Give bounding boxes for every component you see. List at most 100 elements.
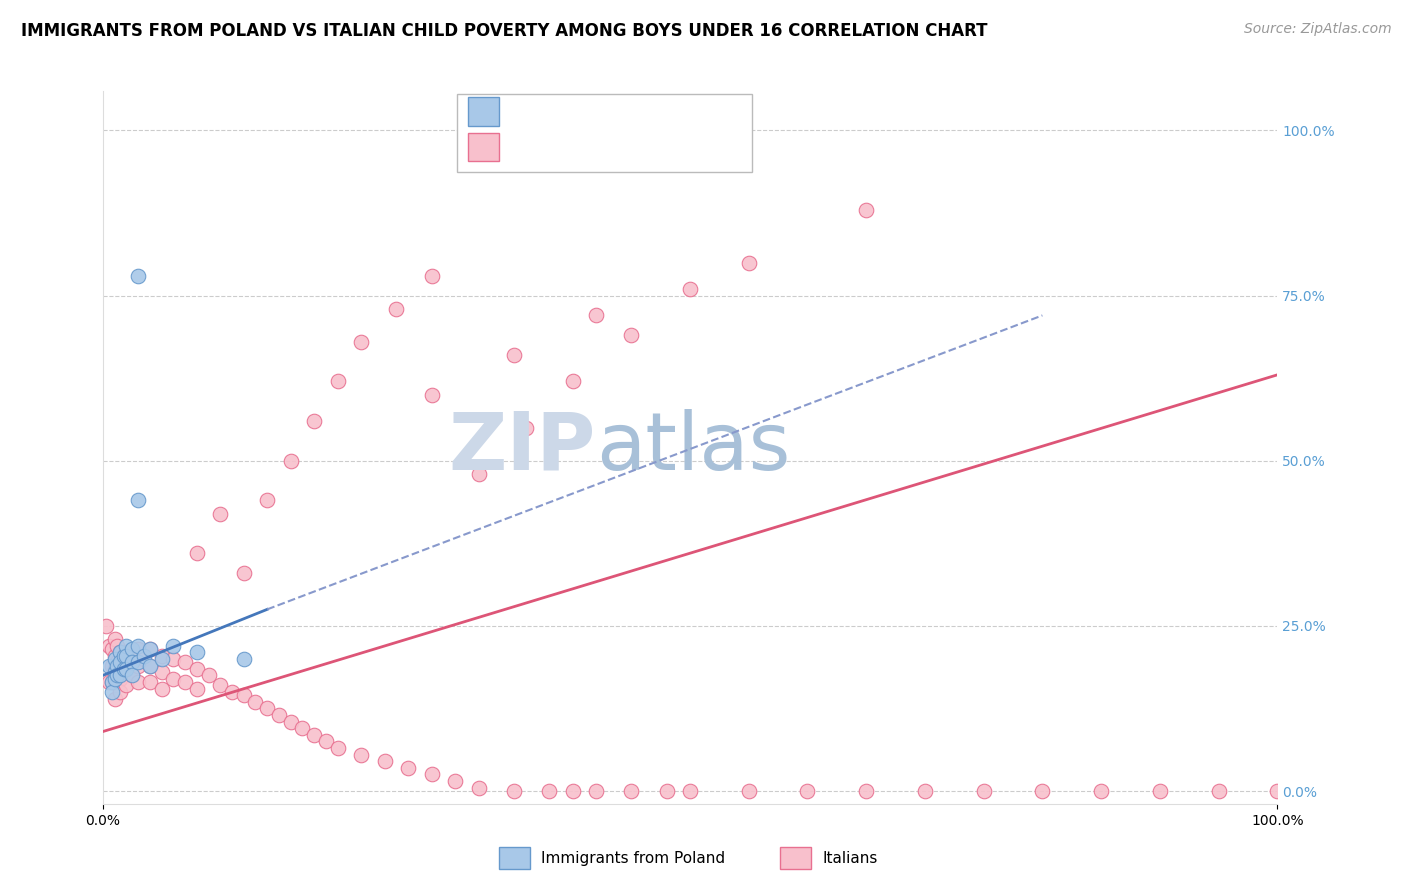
Point — [914, 784, 936, 798]
Point — [103, 675, 125, 690]
Point — [97, 639, 120, 653]
Point — [467, 467, 489, 481]
Point — [502, 784, 524, 798]
Point — [101, 675, 124, 690]
Point — [1090, 784, 1112, 798]
Text: N =: N = — [619, 140, 652, 154]
Point — [110, 672, 132, 686]
Point — [420, 387, 443, 401]
Point — [209, 678, 232, 692]
Point — [110, 645, 132, 659]
Point — [115, 645, 138, 659]
Point — [112, 665, 135, 679]
Text: Italians: Italians — [823, 851, 877, 865]
Text: R =: R = — [513, 140, 547, 154]
Point — [132, 648, 155, 663]
Point — [350, 334, 373, 349]
Point — [103, 652, 125, 666]
Text: N =: N = — [619, 104, 652, 119]
Point — [302, 414, 325, 428]
Point — [1265, 784, 1288, 798]
Point — [315, 734, 337, 748]
Point — [280, 454, 302, 468]
Point — [561, 375, 583, 389]
Point — [115, 678, 138, 692]
Point — [162, 672, 184, 686]
Point — [186, 662, 208, 676]
Point — [127, 655, 149, 669]
Point — [1208, 784, 1230, 798]
Point — [162, 652, 184, 666]
Point — [112, 648, 135, 663]
Point — [150, 665, 173, 679]
Point — [374, 754, 396, 768]
Point — [101, 658, 124, 673]
Point — [105, 658, 128, 673]
Point — [121, 642, 143, 657]
Point — [291, 721, 314, 735]
Point — [302, 728, 325, 742]
Text: 96: 96 — [658, 140, 679, 154]
Point — [326, 375, 349, 389]
Point — [115, 639, 138, 653]
Point — [174, 675, 197, 690]
Point — [110, 658, 132, 673]
Point — [420, 268, 443, 283]
Point — [101, 685, 124, 699]
Point — [256, 493, 278, 508]
Text: ZIP: ZIP — [449, 409, 596, 486]
Point — [127, 268, 149, 283]
Point — [115, 662, 138, 676]
Point — [267, 708, 290, 723]
Point — [121, 652, 143, 666]
Point — [112, 648, 135, 663]
Point — [538, 784, 561, 798]
Point — [256, 701, 278, 715]
Text: 0.153: 0.153 — [553, 104, 600, 119]
Point — [855, 202, 877, 217]
Point — [127, 642, 149, 657]
Point — [139, 642, 162, 657]
Point — [679, 784, 702, 798]
Point — [139, 675, 162, 690]
Point — [150, 681, 173, 696]
Point — [280, 714, 302, 729]
Point — [132, 652, 155, 666]
Point — [326, 741, 349, 756]
Point — [105, 655, 128, 669]
Point — [112, 662, 135, 676]
Point — [973, 784, 995, 798]
Point — [121, 655, 143, 669]
Point — [232, 652, 254, 666]
Point — [385, 301, 408, 316]
Point — [115, 662, 138, 676]
Point — [103, 665, 125, 679]
Point — [150, 652, 173, 666]
Point — [121, 668, 143, 682]
Point — [97, 675, 120, 690]
Point — [620, 328, 643, 343]
Point — [101, 642, 124, 657]
Point — [585, 309, 607, 323]
Point — [139, 642, 162, 657]
Point — [105, 639, 128, 653]
Point — [1031, 784, 1053, 798]
Point — [444, 774, 467, 789]
Text: Immigrants from Poland: Immigrants from Poland — [541, 851, 725, 865]
Point — [105, 668, 128, 682]
Point — [150, 648, 173, 663]
Text: IMMIGRANTS FROM POLAND VS ITALIAN CHILD POVERTY AMONG BOYS UNDER 16 CORRELATION : IMMIGRANTS FROM POLAND VS ITALIAN CHILD … — [21, 22, 987, 40]
Point — [232, 566, 254, 580]
Point — [855, 784, 877, 798]
Point — [103, 691, 125, 706]
Point — [110, 685, 132, 699]
Point — [738, 784, 761, 798]
Point — [174, 655, 197, 669]
Point — [139, 658, 162, 673]
Point — [561, 784, 583, 798]
Text: R =: R = — [513, 104, 547, 119]
Point — [585, 784, 607, 798]
Point — [467, 780, 489, 795]
Point — [679, 282, 702, 296]
Point — [186, 681, 208, 696]
